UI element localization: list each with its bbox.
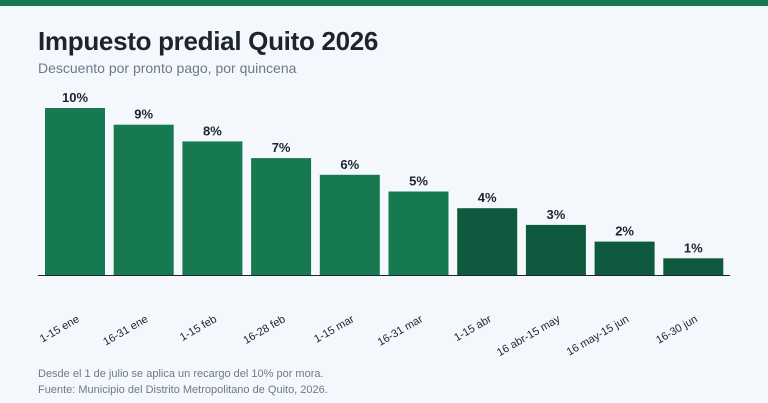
- bar-0: [45, 108, 105, 275]
- value-label-9: 1%: [684, 240, 703, 255]
- value-label-6: 4%: [478, 190, 497, 205]
- bar-3: [251, 158, 312, 275]
- top-accent-bar: [0, 0, 768, 6]
- value-label-3: 7%: [272, 140, 291, 155]
- footnote-source: Fuente: Municipio del Distrito Metropoli…: [38, 384, 328, 396]
- x-tick-label-8: 16 may-15 jun: [565, 313, 631, 358]
- bar-5: [388, 191, 449, 275]
- bar-8: [594, 241, 655, 275]
- x-tick-label-2: 1-15 feb: [178, 313, 219, 344]
- bar-2: [182, 141, 243, 275]
- value-label-8: 2%: [615, 224, 634, 239]
- bar-7: [525, 224, 586, 275]
- x-tick-label-4: 1-15 mar: [312, 313, 356, 346]
- x-tick-label-1: 16-31 ene: [101, 313, 150, 348]
- value-label-7: 3%: [547, 207, 566, 222]
- footnote-note: Desde el 1 de julio se aplica un recargo…: [38, 368, 324, 380]
- x-tick-label-7: 16 abr-15 may: [495, 313, 563, 359]
- bar-9: [663, 258, 724, 275]
- value-label-4: 6%: [340, 157, 359, 172]
- bar-6: [457, 208, 518, 275]
- value-label-1: 9%: [134, 107, 153, 122]
- x-tick-label-6: 1-15 abr: [452, 313, 494, 344]
- value-label-5: 5%: [409, 174, 428, 189]
- value-label-0: 10%: [62, 90, 88, 105]
- chart-title: Impuesto predial Quito 2026: [38, 26, 379, 56]
- x-tick-label-3: 16-28 feb: [241, 313, 287, 347]
- x-tick-label-5: 16-31 mar: [376, 313, 426, 349]
- chart-subtitle: Descuento por pronto pago, por quincena: [38, 60, 297, 76]
- x-tick-label-0: 1-15 ene: [38, 313, 82, 345]
- x-tick-label-9: 16-30 jun: [654, 313, 700, 346]
- bar-1: [113, 124, 174, 275]
- value-label-2: 8%: [203, 123, 222, 138]
- bar-4: [319, 174, 380, 275]
